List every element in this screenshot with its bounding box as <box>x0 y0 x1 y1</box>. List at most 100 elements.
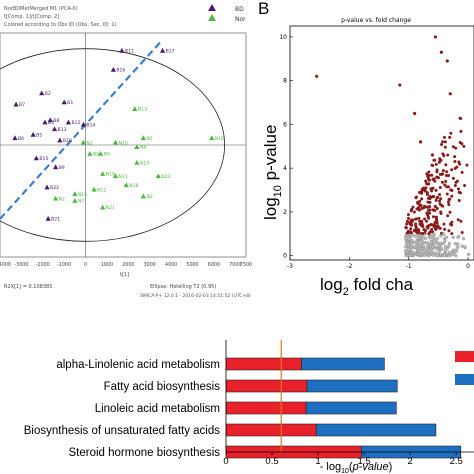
volcano-point-nonsignificant <box>409 253 413 257</box>
pca-plot-area: B11 B17 B16 B2 B7 B1 B3 B8 B12 B13 B14 B5 B6 B10 B15 B9… <box>0 33 246 257</box>
pca-point-label-B11: B11 <box>125 48 134 54</box>
bar-segment-blue <box>305 401 397 415</box>
volcano-point-significant <box>419 204 423 208</box>
pca-footer-ellipse: Ellipse: Hotelling T2 (0.95) <box>150 284 216 290</box>
bar-x-tick: 2 <box>408 456 413 467</box>
legend-bd-marker <box>208 4 216 11</box>
pca-point-label-N1: N1 <box>86 140 92 146</box>
volcano-point-nonsignificant <box>454 253 458 258</box>
pca-point-B15 <box>33 155 39 161</box>
volcano-point-nonsignificant <box>416 241 421 245</box>
volcano-point-significant <box>441 172 445 176</box>
volcano-point-nonsignificant <box>453 242 457 246</box>
pca-point-label-N21: N21 <box>106 205 115 211</box>
volcano-point-significant <box>450 194 454 198</box>
volcano-point-significant <box>438 186 442 190</box>
volcano-point-significant <box>406 213 410 217</box>
volcano-point-significant <box>427 208 431 212</box>
pca-point-N19 <box>100 171 106 176</box>
pathway-labels: alpha-Linolenic acid metabolism Fatty aci… <box>24 359 220 459</box>
volcano-point-significant <box>453 160 457 164</box>
volcano-point-significant <box>420 188 424 192</box>
pca-point-N21 <box>100 204 106 210</box>
pca-point-label-B5: B5 <box>36 132 42 138</box>
volcano-point-nonsignificant <box>443 239 447 243</box>
bar-x-tick: 0.5 <box>265 456 278 467</box>
legend-nor-marker <box>208 14 216 21</box>
pca-x-tick: 5000 <box>186 262 198 268</box>
pca-point-B9 <box>53 164 59 170</box>
pca-point-B21 <box>45 215 51 221</box>
volcano-point-nonsignificant <box>443 248 447 252</box>
volcano-point-significant <box>453 184 457 188</box>
pca-point-N7 <box>72 198 78 203</box>
pca-x-tick: 1000 <box>101 262 113 268</box>
volcano-point-significant <box>424 179 428 183</box>
volcano-y-tick: 6 <box>283 121 287 128</box>
volcano-point-significant <box>463 183 467 187</box>
pca-point-label-B17: B17 <box>166 48 175 54</box>
bar-x-tick: 1 <box>315 456 320 467</box>
volcano-point-significant <box>406 216 410 220</box>
volcano-point-significant <box>412 210 416 214</box>
pca-x-tick: 3000 <box>144 262 156 268</box>
volcano-plot-area <box>315 35 471 258</box>
volcano-point-significant <box>426 215 430 219</box>
volcano-point-nonsignificant <box>439 247 444 252</box>
pca-x-tick: 0 <box>84 262 87 268</box>
volcano-point-significant <box>423 217 427 221</box>
volcano-point-significant <box>431 215 435 219</box>
pca-point-N20 <box>112 139 119 145</box>
volcano-point-significant <box>420 206 424 210</box>
volcano-point-significant <box>446 200 450 204</box>
pca-point-label-N14: N14 <box>140 160 149 166</box>
volcano-point-nonsignificant <box>436 241 440 245</box>
volcano-point-significant <box>418 140 423 144</box>
volcano-point-significant <box>458 116 462 120</box>
pca-point-N2 <box>53 195 59 201</box>
pca-point-B11 <box>119 47 125 53</box>
volcano-point-significant <box>439 210 443 214</box>
volcano-point-significant <box>398 83 402 87</box>
pca-point-N23 <box>155 173 161 179</box>
volcano-point-nonsignificant <box>461 236 466 241</box>
volcano-point-significant <box>421 231 425 235</box>
volcano-point-nonsignificant <box>451 235 455 240</box>
pca-x-tick: 2000 <box>122 262 134 268</box>
volcano-point-nonsignificant <box>427 253 431 257</box>
volcano-point-significant <box>415 207 419 211</box>
volcano-x-tick-labels: -3 -2 -1 0 <box>287 257 470 270</box>
pca-point-label-B7: B7 <box>19 102 25 108</box>
pca-x-tick: -3000 <box>14 262 28 268</box>
pca-x-tick: -2000 <box>36 262 50 268</box>
pca-point-N9 <box>97 150 104 156</box>
volcano-point-significant <box>451 176 455 180</box>
volcano-point-nonsignificant <box>426 243 430 247</box>
volcano-point-significant <box>450 232 454 236</box>
volcano-point-significant <box>427 173 431 177</box>
volcano-point-significant <box>460 230 464 234</box>
volcano-point-significant <box>416 228 420 232</box>
volcano-point-nonsignificant <box>442 252 447 257</box>
volcano-point-nonsignificant <box>466 252 471 257</box>
volcano-point-nonsignificant <box>427 234 431 239</box>
pca-x-tick: -1000 <box>57 262 71 268</box>
pca-x-tick: 7000 <box>229 262 241 268</box>
panel-b: B p-value vs. fold change 0 2 4 6 8 10 -3 -2 -1… <box>258 0 474 298</box>
pca-point-label-N5: N5 <box>146 136 152 142</box>
volcano-point-significant <box>427 170 431 174</box>
volcano-plot-frame <box>289 25 474 261</box>
volcano-point-significant <box>417 208 421 212</box>
legend-nor-label: Nor <box>235 16 246 23</box>
pca-point-B10 <box>57 137 63 143</box>
pca-point-N1 <box>80 139 87 145</box>
volcano-point-significant <box>440 143 444 147</box>
bar-segment-blue <box>301 357 385 371</box>
volcano-point-significant <box>447 174 451 178</box>
volcano-point-significant <box>409 222 413 226</box>
pca-x-tick: 6000 <box>208 262 220 268</box>
pca-point-label-B9: B9 <box>59 165 65 171</box>
volcano-point-significant <box>434 188 438 192</box>
volcano-point-significant <box>427 182 431 186</box>
